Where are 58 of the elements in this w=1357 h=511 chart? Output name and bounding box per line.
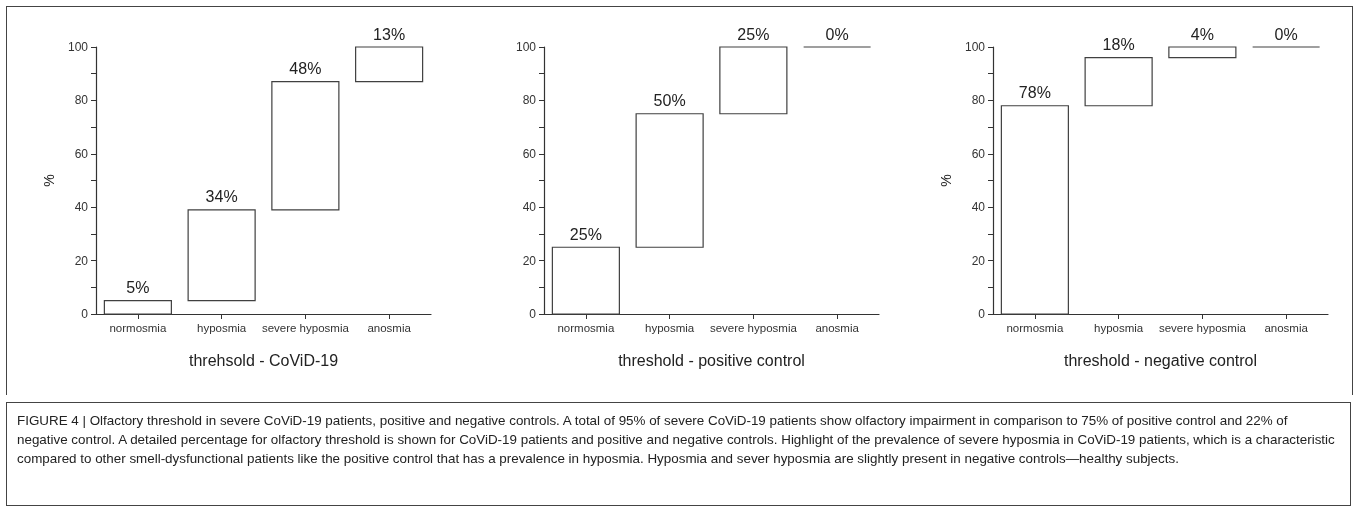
y-tick-label: 80 (74, 93, 89, 108)
x-tick-label: severe hyposmia (710, 322, 798, 334)
y-tick-label: 0 (529, 307, 537, 321)
x-tick-label: anosmia (367, 322, 412, 334)
data-label: 5% (126, 279, 150, 297)
data-label: 4% (1190, 25, 1214, 43)
data-label: 25% (737, 25, 770, 43)
bar (1000, 105, 1069, 315)
x-tick-label: normosmia (557, 322, 616, 334)
data-label: 0% (1274, 25, 1298, 43)
data-label: 78% (1018, 84, 1051, 102)
data-label: 25% (570, 225, 603, 243)
y-tick-label: 40 (971, 200, 986, 215)
x-axis-title: threshold - negative control (1063, 351, 1257, 369)
x-tick-label: anosmia (1264, 322, 1309, 334)
y-tick-label: 80 (971, 93, 986, 108)
x-tick-label: severe hyposmia (262, 322, 350, 334)
x-tick-label: hyposmia (1093, 322, 1144, 334)
bar (187, 209, 256, 302)
y-tick-label: 0 (81, 307, 89, 321)
x-tick-label: hyposmia (197, 322, 247, 334)
x-axis-title: threhsold - CoViD-19 (189, 351, 339, 369)
bar (355, 46, 424, 83)
y-tick-label: 80 (523, 93, 537, 108)
y-tick-label: 60 (523, 146, 537, 161)
data-label: 0% (826, 25, 850, 43)
bar (1084, 57, 1153, 107)
y-tick-label: 20 (523, 253, 537, 268)
x-axis-title: threshold - positive control (618, 351, 806, 369)
x-tick-label: hyposmia (645, 322, 696, 334)
data-label: 18% (1102, 36, 1135, 54)
bar (552, 246, 621, 315)
y-tick-label: 60 (971, 146, 986, 161)
bar (271, 81, 340, 211)
y-tick-label: 20 (74, 253, 89, 268)
x-tick-label: normosmia (109, 322, 168, 334)
y-tick-label: 100 (516, 40, 537, 54)
bar (636, 113, 705, 248)
y-tick-label: 60 (74, 146, 89, 161)
bar (719, 46, 788, 115)
data-label: 50% (654, 92, 687, 110)
y-tick-label: 40 (523, 200, 537, 215)
data-label: 34% (205, 188, 238, 206)
y-tick-label: 100 (964, 40, 986, 54)
data-label: 48% (289, 60, 322, 78)
caption: FIGURE 4 | Olfactory threshold in severe CoViD-19 patients, positive and negative controls. A total of 95% of severe CoViD-19 patients show olfactory impairment in comparison to 75% of positive control and 22% of negative control. A detailed percentage for olfactory threshold is shown for CoViD-19 patients and positive and negative controls. Highlight of the prevalence of severe hyposmia in CoViD-19 patients, which is a characteristic compared to other smell-dysfunctional patients like the positive control that has a prevalence in hyposmia. Hyposmia and sever hyposmia are slightly present in negative controls—healthy subjects. (17, 412, 1336, 468)
y-tick-label: 20 (971, 253, 986, 268)
bar (1168, 46, 1237, 59)
y-tick-label: 40 (74, 200, 89, 215)
bar (103, 300, 173, 315)
y-axis-title: % (41, 174, 58, 187)
data-label: 13% (373, 25, 406, 43)
x-tick-label: severe hyposmia (1158, 322, 1247, 334)
x-tick-label: anosmia (815, 322, 860, 334)
y-tick-label: 0 (978, 307, 986, 321)
y-tick-label: 100 (68, 40, 89, 54)
y-axis-title: % (937, 174, 954, 187)
x-tick-label: normosmia (1006, 322, 1064, 334)
